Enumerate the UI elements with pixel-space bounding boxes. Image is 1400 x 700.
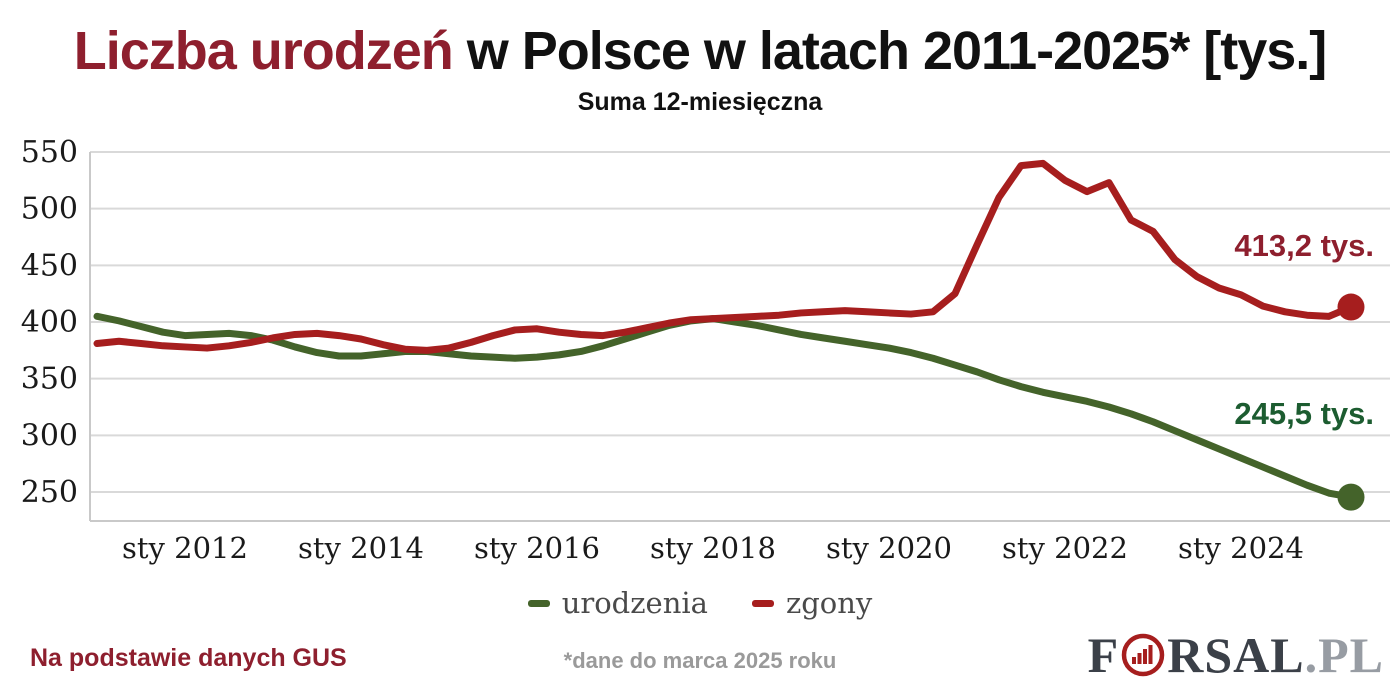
- y-axis-tick-label: 250: [21, 475, 78, 510]
- page-title: Liczba urodzeń w Polsce w latach 2011-20…: [0, 20, 1400, 82]
- y-axis-tick-label: 300: [21, 418, 78, 453]
- series-line-zgony: [93, 159, 1355, 354]
- y-axis-tick-label: 500: [21, 192, 78, 227]
- page-subtitle: Suma 12-miesięczna: [577, 88, 823, 116]
- legend-item-urodzenia: urodzenia: [527, 586, 708, 620]
- data-range-footnote: *dane do marca 2025 roku: [563, 648, 837, 673]
- series-line-urodzenia: [93, 312, 1355, 501]
- x-axis-tick-label: sty 2012: [122, 531, 248, 565]
- line-chart: 550 500 450 400 350 300 250 sty 2012 sty 2014 sty…: [21, 135, 1390, 565]
- page-title-highlight: Liczba urodzeń: [73, 21, 454, 81]
- x-axis-tick-label: sty 2018: [650, 531, 776, 565]
- logo-text-f: F: [1087, 627, 1120, 683]
- chart-legend: urodzenia zgony: [0, 586, 1400, 620]
- y-axis-tick-label: 350: [21, 362, 78, 397]
- logo-text-pl: .PL: [1304, 627, 1384, 683]
- y-axis-tick-label: 550: [21, 135, 78, 170]
- x-axis-tick-label: sty 2024: [1178, 531, 1304, 565]
- legend-item-zgony: zgony: [751, 586, 873, 620]
- y-axis-tick-label: 400: [21, 305, 78, 340]
- x-axis-tick-label: sty 2022: [1002, 531, 1128, 565]
- end-dot-zgony: [1337, 293, 1365, 321]
- births-end-label: 245,5 tys.: [1234, 396, 1374, 431]
- deaths-end-label: 413,2 tys.: [1234, 228, 1374, 263]
- legend-label-zgony: zgony: [785, 586, 873, 620]
- x-axis-tick-label: sty 2020: [826, 531, 952, 565]
- x-axis-tick-label: sty 2014: [298, 531, 424, 565]
- forsal-logo: F RSAL .PL: [1088, 626, 1384, 684]
- logo-text-rsal: RSAL: [1167, 627, 1305, 683]
- y-axis-tick-label: 450: [21, 248, 78, 283]
- bar-chart-in-circle-icon: [1121, 633, 1165, 677]
- page-title-rest: w Polsce w latach 2011-2025* [tys.]: [452, 21, 1327, 81]
- end-dot-urodzenia: [1337, 483, 1365, 511]
- legend-label-urodzenia: urodzenia: [561, 586, 708, 620]
- births-legend-marker-icon: [527, 599, 550, 607]
- x-axis-tick-label: sty 2016: [474, 531, 600, 565]
- data-source-note: Na podstawie danych GUS: [30, 644, 347, 672]
- deaths-legend-marker-icon: [751, 599, 774, 607]
